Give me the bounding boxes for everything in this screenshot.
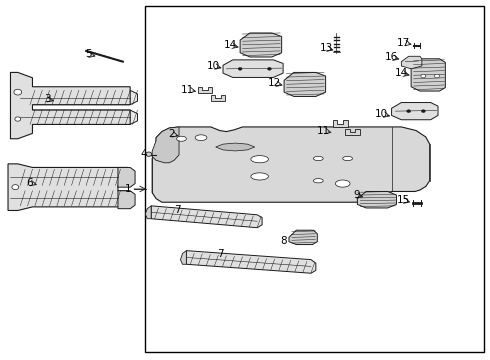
Polygon shape (118, 191, 135, 209)
Polygon shape (197, 87, 212, 93)
Polygon shape (146, 206, 151, 219)
Ellipse shape (335, 180, 350, 187)
Circle shape (146, 152, 152, 156)
Circle shape (15, 117, 21, 121)
Text: 1: 1 (124, 184, 131, 194)
Polygon shape (284, 72, 326, 96)
Circle shape (407, 110, 411, 113)
Text: 14: 14 (395, 68, 408, 78)
Polygon shape (357, 192, 396, 208)
Ellipse shape (343, 156, 352, 161)
Text: 10: 10 (207, 61, 220, 71)
Polygon shape (152, 127, 430, 202)
Polygon shape (392, 103, 438, 120)
Polygon shape (10, 191, 128, 206)
Polygon shape (240, 33, 282, 57)
Circle shape (12, 185, 19, 190)
Polygon shape (180, 251, 186, 264)
Polygon shape (20, 90, 138, 105)
Text: 14: 14 (224, 40, 237, 50)
Bar (145, 6, 485, 352)
Circle shape (435, 74, 440, 78)
Text: 8: 8 (280, 236, 287, 246)
Polygon shape (152, 127, 179, 163)
Circle shape (238, 67, 242, 70)
Ellipse shape (314, 179, 323, 183)
Text: 15: 15 (397, 195, 410, 206)
Text: 11: 11 (181, 85, 195, 95)
Text: 4: 4 (140, 149, 147, 159)
Text: 5: 5 (85, 49, 92, 59)
Ellipse shape (314, 156, 323, 161)
Circle shape (14, 89, 22, 95)
Polygon shape (411, 59, 445, 91)
Polygon shape (10, 169, 128, 185)
Text: 16: 16 (385, 52, 398, 62)
Polygon shape (216, 143, 255, 151)
Polygon shape (401, 56, 422, 69)
Text: 12: 12 (268, 78, 281, 88)
Ellipse shape (195, 135, 207, 140)
Ellipse shape (251, 156, 269, 163)
Text: 13: 13 (320, 44, 333, 53)
Polygon shape (151, 206, 262, 228)
Polygon shape (289, 230, 318, 244)
Polygon shape (186, 251, 316, 273)
Polygon shape (20, 110, 138, 125)
Text: 11: 11 (317, 126, 330, 135)
Polygon shape (223, 60, 283, 77)
Polygon shape (345, 129, 360, 135)
Circle shape (268, 67, 271, 70)
Polygon shape (118, 167, 135, 187)
Ellipse shape (176, 136, 186, 141)
Polygon shape (8, 164, 128, 211)
Ellipse shape (251, 173, 269, 180)
Circle shape (421, 74, 426, 78)
Circle shape (421, 110, 425, 113)
Text: 7: 7 (174, 206, 181, 216)
Polygon shape (211, 95, 225, 101)
Polygon shape (10, 72, 130, 139)
Text: 9: 9 (353, 190, 360, 200)
Text: 3: 3 (44, 94, 50, 104)
Text: 6: 6 (26, 178, 33, 188)
Text: 2: 2 (169, 129, 175, 139)
Text: 17: 17 (397, 38, 411, 48)
Text: 7: 7 (217, 249, 224, 259)
Polygon shape (333, 121, 347, 127)
Text: 10: 10 (375, 109, 389, 119)
